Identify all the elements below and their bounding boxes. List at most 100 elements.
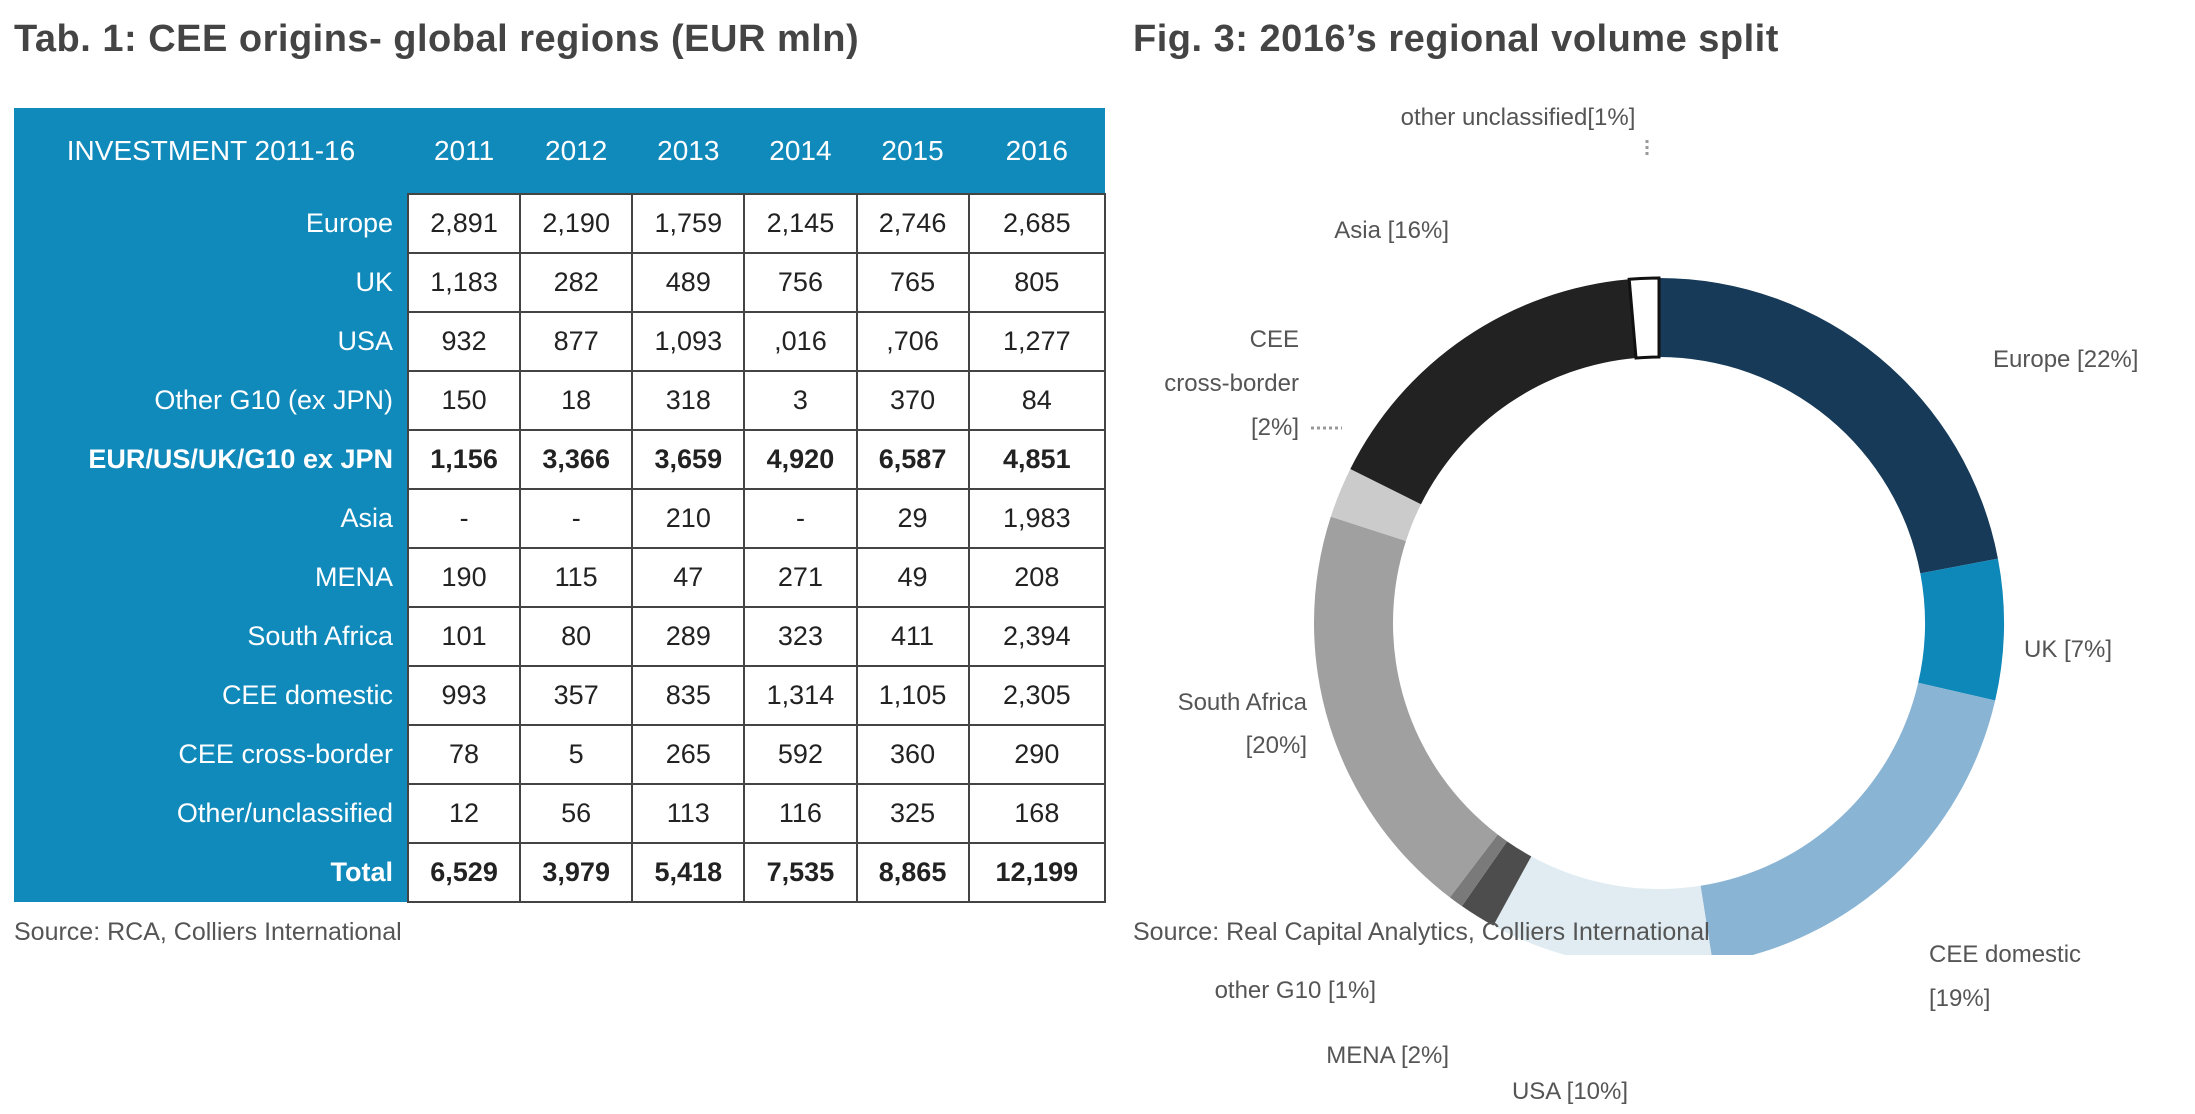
table-row: CEE domestic 993 357 835 1,314 1,105 2,305	[14, 665, 1107, 726]
table-cell: 4,851	[967, 429, 1107, 490]
row-label: CEE cross-border	[14, 724, 408, 784]
table-cell: 3,659	[631, 429, 746, 490]
header-year: 2016	[968, 108, 1105, 194]
table-cell: 2,891	[406, 193, 522, 254]
header-year: 2014	[744, 108, 857, 194]
table-cell: 101	[406, 606, 522, 667]
table-cell: 932	[406, 311, 522, 372]
table-header-row: INVESTMENT 2011-16 2011 2012 2013 2014 2…	[14, 108, 1105, 194]
table-cell: 411	[855, 606, 970, 667]
table-cell: 29	[855, 488, 970, 549]
table-cell: 80	[519, 606, 634, 667]
header-year: 2011	[408, 108, 521, 194]
table-cell: 5,418	[631, 842, 746, 903]
donut-slice-mena	[1461, 841, 1532, 926]
donut-slice-other-g10	[1449, 834, 1508, 907]
table-cell: 1,156	[406, 429, 522, 490]
table-row: CEE cross-border 78 5 265 592 360 290	[14, 724, 1107, 785]
row-label: USA	[14, 311, 408, 371]
row-label: Total	[14, 842, 408, 902]
row-label: Asia	[14, 488, 408, 548]
row-label: Europe	[14, 193, 408, 253]
row-label: EUR/US/UK/G10 ex JPN	[14, 429, 408, 489]
table-row: Other/unclassified 12 56 113 116 325 168	[14, 783, 1107, 844]
table-cell: 113	[631, 783, 746, 844]
table-cell: 49	[855, 547, 970, 608]
row-label: CEE domestic	[14, 665, 408, 725]
table-cell: 2,746	[855, 193, 970, 254]
table-cell: 6,529	[406, 842, 522, 903]
table-cell: 2,145	[743, 193, 858, 254]
table-cell: 2,305	[967, 665, 1107, 726]
label-cee-cross-border: CEE cross-border [2%]	[1164, 318, 1299, 450]
chart-title: Fig. 3: 2016’s regional volume split	[1133, 18, 1779, 60]
table-cell: 290	[967, 724, 1107, 785]
row-label: South Africa	[14, 606, 408, 666]
table-cell: 282	[519, 252, 634, 313]
label-usa: USA [10%]	[1511, 1078, 1629, 1105]
table-row: UK 1,183 282 489 756 765 805	[14, 252, 1107, 313]
table-cell: 210	[631, 488, 746, 549]
table-cell: 1,105	[855, 665, 970, 726]
table-cell: -	[406, 488, 522, 549]
table-row: South Africa 101 80 289 323 411 2,394	[14, 606, 1107, 667]
table-cell: 592	[743, 724, 858, 785]
table-cell: 115	[519, 547, 634, 608]
table-cell: ,706	[855, 311, 970, 372]
table-row: USA 932 877 1,093,016,706 1,277	[14, 311, 1107, 372]
table-cell: 805	[967, 252, 1107, 313]
table-cell: 325	[855, 783, 970, 844]
table-cell: 8,865	[855, 842, 970, 903]
table-cell: 835	[631, 665, 746, 726]
table-cell: 360	[855, 724, 970, 785]
table-cell: 47	[631, 547, 746, 608]
table-cell: 323	[743, 606, 858, 667]
table-cell: 370	[855, 370, 970, 431]
header-label: INVESTMENT 2011-16	[14, 108, 408, 194]
row-label: Other G10 (ex JPN)	[14, 370, 408, 430]
table-cell: 271	[743, 547, 858, 608]
table-cell: 1,314	[743, 665, 858, 726]
table-row: MENA 190 115 47 271 49 208	[14, 547, 1107, 608]
label-south-africa: South Africa [20%]	[1178, 681, 1307, 767]
table-cell: 18	[519, 370, 634, 431]
header-year: 2015	[856, 108, 969, 194]
table-cell: 7,535	[743, 842, 858, 903]
table-cell: 289	[631, 606, 746, 667]
table-source: Source: RCA, Colliers International	[14, 918, 402, 946]
table-cell: 56	[519, 783, 634, 844]
chart-source: Source: Real Capital Analytics, Colliers…	[1133, 918, 1710, 946]
table-row: Other G10 (ex JPN) 150 18 318 3 370 84	[14, 370, 1107, 431]
table-cell: 12	[406, 783, 522, 844]
table-cell: 1,093	[631, 311, 746, 372]
table-cell: 2,685	[967, 193, 1107, 254]
table-cell: 3,366	[519, 429, 634, 490]
table-row: Asia - -210-29 1,983	[14, 488, 1107, 549]
table-cell: 5	[519, 724, 634, 785]
table-cell: 1,983	[967, 488, 1107, 549]
table-cell: 877	[519, 311, 634, 372]
donut-chart	[1311, 140, 2005, 955]
table-cell: 4,920	[743, 429, 858, 490]
table-cell: 12,199	[967, 842, 1107, 903]
row-label: Other/unclassified	[14, 783, 408, 843]
table-cell: 208	[967, 547, 1107, 608]
table-cell: 84	[967, 370, 1107, 431]
table-cell: 168	[967, 783, 1107, 844]
table-row: Total 6,529 3,979 5,418 7,535 8,865 12,199	[14, 842, 1107, 903]
investment-table: INVESTMENT 2011-16 2011 2012 2013 2014 2…	[14, 108, 1107, 903]
table-cell: 2,190	[519, 193, 634, 254]
table-row: Europe 2,891 2,190 1,759 2,145 2,746 2,685	[14, 193, 1107, 254]
table-cell: 756	[743, 252, 858, 313]
table-cell: 78	[406, 724, 522, 785]
table-cell: 3	[743, 370, 858, 431]
table-cell: 265	[631, 724, 746, 785]
table-cell: 489	[631, 252, 746, 313]
table-cell: 116	[743, 783, 858, 844]
donut-slice-cee-cross-border	[1330, 468, 1421, 541]
label-cee-cross-border-1: CEE	[1249, 326, 1299, 353]
table-cell: 318	[631, 370, 746, 431]
header-year: 2013	[632, 108, 745, 194]
label-south-africa-pct: [20%]	[1245, 732, 1307, 759]
table-cell: 357	[519, 665, 634, 726]
